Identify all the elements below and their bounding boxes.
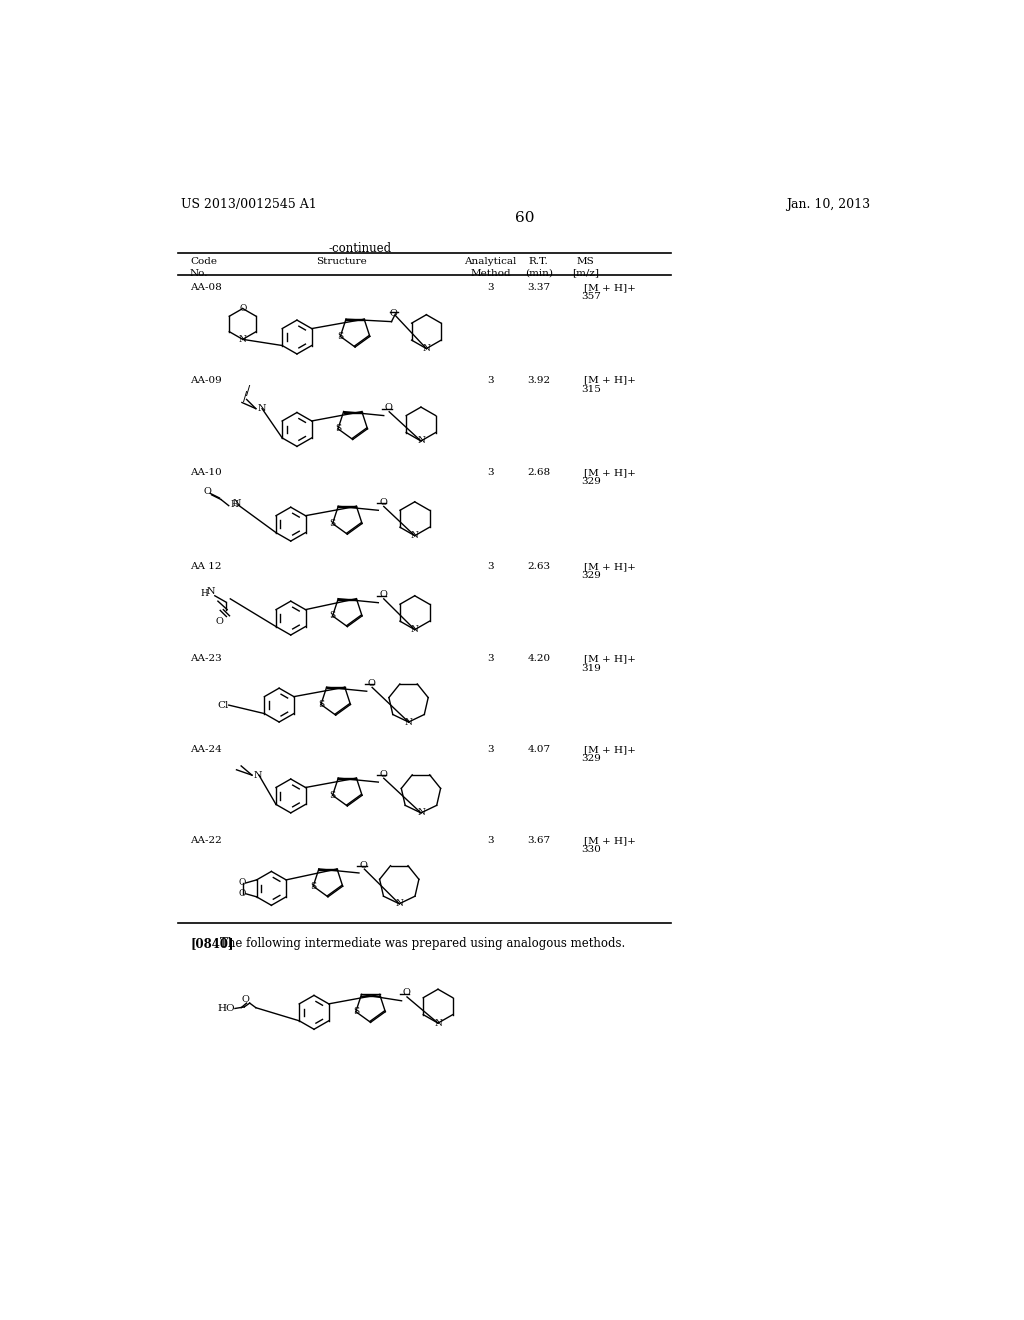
- Text: 4.07: 4.07: [527, 744, 550, 754]
- Text: [M + H]+: [M + H]+: [584, 655, 636, 663]
- Text: R.T.
(min): R.T. (min): [524, 257, 553, 277]
- Text: 60: 60: [515, 211, 535, 224]
- Text: Analytical
Method: Analytical Method: [465, 257, 517, 277]
- Text: Cl: Cl: [217, 701, 228, 710]
- Text: O: O: [379, 498, 387, 507]
- Text: O: O: [359, 861, 368, 870]
- Text: N: N: [395, 899, 403, 908]
- Text: 3: 3: [487, 655, 494, 663]
- Text: 3.37: 3.37: [527, 284, 550, 292]
- Text: H: H: [230, 500, 239, 510]
- Text: N: N: [232, 499, 241, 508]
- Text: US 2013/0012545 A1: US 2013/0012545 A1: [180, 198, 316, 211]
- Text: [M + H]+: [M + H]+: [584, 836, 636, 845]
- Text: O: O: [379, 590, 387, 599]
- Text: S: S: [353, 1007, 358, 1016]
- Text: H: H: [200, 589, 208, 598]
- Text: /: /: [243, 391, 247, 404]
- Text: N: N: [417, 808, 425, 817]
- Text: N: N: [257, 404, 266, 413]
- Text: AA-23: AA-23: [190, 655, 222, 663]
- Text: S: S: [337, 331, 343, 341]
- Text: N: N: [207, 587, 215, 597]
- Text: 3: 3: [487, 836, 494, 845]
- Text: 329: 329: [582, 478, 601, 486]
- Text: AA-10: AA-10: [190, 469, 222, 477]
- Text: 3.67: 3.67: [527, 836, 550, 845]
- Text: 357: 357: [582, 293, 601, 301]
- Text: 2.68: 2.68: [527, 469, 550, 477]
- Text: 330: 330: [582, 845, 601, 854]
- Text: 3: 3: [487, 376, 494, 384]
- Text: [M + H]+: [M + H]+: [584, 744, 636, 754]
- Text: 3: 3: [487, 284, 494, 292]
- Text: MS
[m/z]: MS [m/z]: [571, 257, 599, 277]
- Text: AA-09: AA-09: [190, 376, 222, 384]
- Text: 3.92: 3.92: [527, 376, 550, 384]
- Text: HO: HO: [217, 1005, 234, 1012]
- Text: S: S: [330, 791, 336, 800]
- Text: N: N: [404, 718, 413, 726]
- Text: [M + H]+: [M + H]+: [584, 562, 636, 570]
- Text: O: O: [402, 989, 411, 998]
- Text: N: N: [239, 335, 247, 343]
- Text: AA-08: AA-08: [190, 284, 222, 292]
- Text: 315: 315: [582, 385, 601, 393]
- Text: O: O: [215, 616, 223, 626]
- Text: Jan. 10, 2013: Jan. 10, 2013: [786, 198, 870, 211]
- Text: 3: 3: [487, 744, 494, 754]
- Text: 4.20: 4.20: [527, 655, 550, 663]
- Text: N: N: [423, 345, 430, 352]
- Text: [M + H]+: [M + H]+: [584, 376, 636, 384]
- Text: /: /: [246, 385, 250, 399]
- Text: O: O: [384, 404, 392, 412]
- Text: Code
No.: Code No.: [190, 257, 217, 277]
- Text: [M + H]+: [M + H]+: [584, 469, 636, 477]
- Text: 329: 329: [582, 755, 601, 763]
- Text: Structure: Structure: [315, 257, 367, 265]
- Text: N: N: [411, 626, 419, 634]
- Text: O: O: [239, 304, 247, 313]
- Text: O: O: [239, 890, 247, 898]
- Text: S: S: [317, 700, 324, 709]
- Text: O: O: [242, 995, 250, 1003]
- Text: N: N: [254, 771, 262, 780]
- Text: -continued: -continued: [329, 242, 392, 255]
- Text: [M + H]+: [M + H]+: [584, 284, 636, 292]
- Text: AA-22: AA-22: [190, 836, 222, 845]
- Text: O: O: [368, 678, 375, 688]
- Text: The following intermediate was prepared using analogous methods.: The following intermediate was prepared …: [220, 937, 626, 950]
- Text: 329: 329: [582, 572, 601, 579]
- Text: O: O: [204, 487, 212, 496]
- Text: N: N: [417, 437, 425, 445]
- Text: AA 12: AA 12: [190, 562, 221, 570]
- Text: 3: 3: [487, 562, 494, 570]
- Text: S: S: [330, 519, 336, 528]
- Text: S: S: [335, 424, 341, 433]
- Text: 2.63: 2.63: [527, 562, 550, 570]
- Text: O: O: [379, 770, 387, 779]
- Text: [0840]: [0840]: [190, 937, 233, 950]
- Text: AA-24: AA-24: [190, 744, 222, 754]
- Text: S: S: [310, 882, 316, 891]
- Text: O: O: [239, 879, 247, 887]
- Text: 3: 3: [487, 469, 494, 477]
- Text: O: O: [390, 309, 397, 318]
- Text: N: N: [411, 531, 419, 540]
- Text: 319: 319: [582, 664, 601, 672]
- Text: S: S: [330, 611, 336, 620]
- Text: N: N: [434, 1019, 442, 1027]
